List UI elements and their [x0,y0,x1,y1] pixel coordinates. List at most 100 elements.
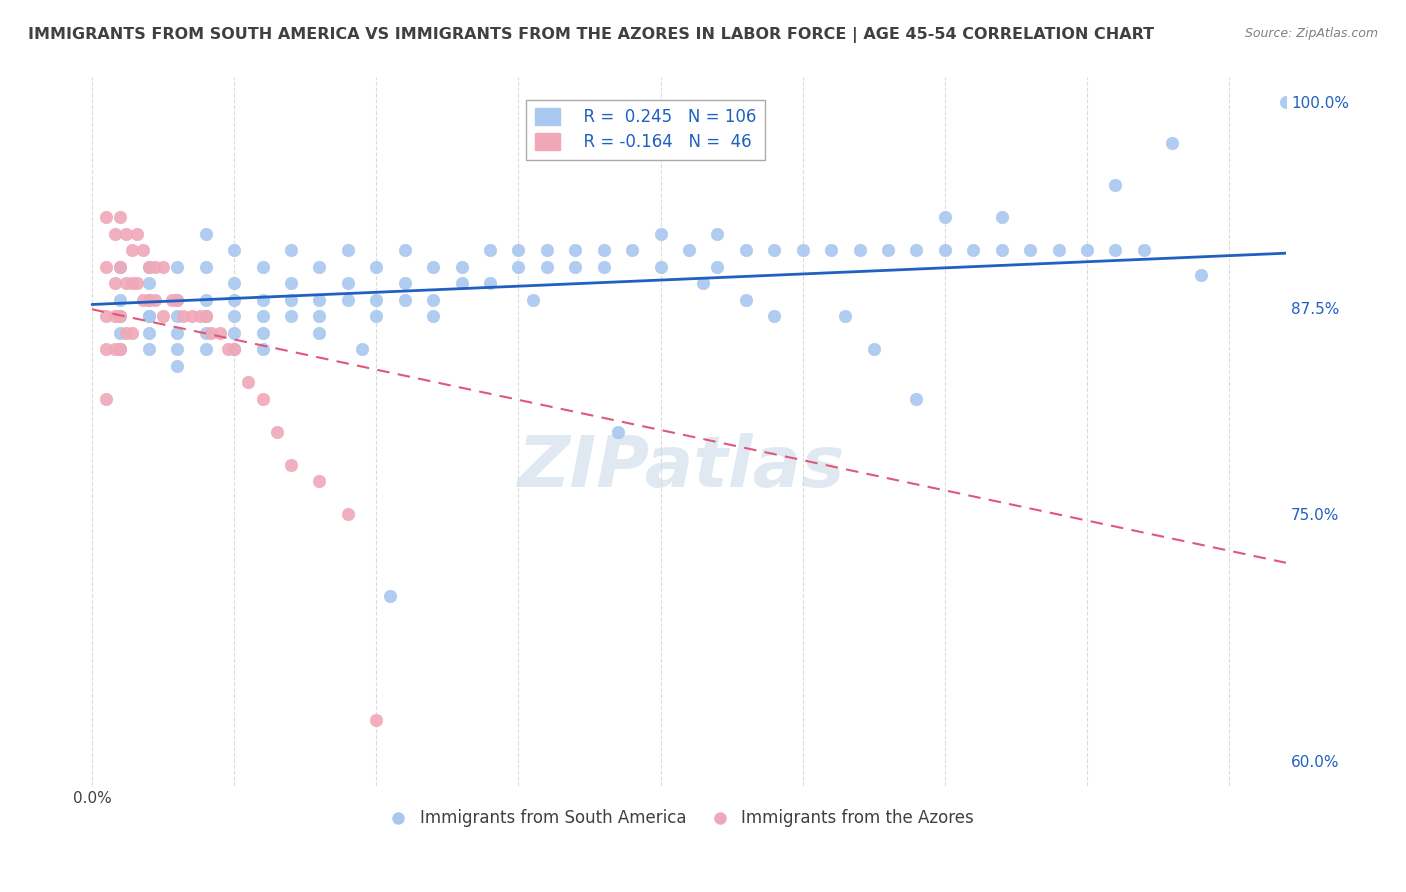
Point [166,326,188,340]
Point [160,293,183,307]
Point [172,310,194,324]
Point [1275,95,1298,110]
Point [650,260,672,274]
Point [508,260,530,274]
Point [121,244,143,258]
Point [308,474,330,488]
Point [1019,244,1042,258]
Point [706,260,728,274]
Point [280,277,302,291]
Point [848,244,870,258]
Point [110,260,132,274]
Point [110,343,132,357]
Point [224,310,246,324]
Point [143,293,166,307]
Point [692,277,714,291]
Point [110,260,132,274]
Point [138,260,160,274]
Point [194,293,217,307]
Point [592,260,614,274]
Point [166,310,188,324]
Point [366,293,388,307]
Text: IMMIGRANTS FROM SOUTH AMERICA VS IMMIGRANTS FROM THE AZORES IN LABOR FORCE | AGE: IMMIGRANTS FROM SOUTH AMERICA VS IMMIGRA… [28,27,1154,43]
Point [194,310,217,324]
Point [152,310,174,324]
Point [138,326,160,340]
Point [104,310,127,324]
Point [706,227,728,241]
Point [336,507,359,521]
Point [606,425,628,439]
Point [252,260,274,274]
Point [194,326,217,340]
Legend: Immigrants from South America, Immigrants from the Azores: Immigrants from South America, Immigrant… [382,803,980,834]
Point [308,293,330,307]
Point [266,425,288,439]
Point [194,260,217,274]
Point [224,293,246,307]
Point [127,277,149,291]
Point [121,277,143,291]
Point [252,326,274,340]
Point [763,244,786,258]
Point [1133,244,1156,258]
Point [536,244,558,258]
Point [422,260,444,274]
Point [862,343,884,357]
Point [536,260,558,274]
Point [763,310,786,324]
Point [366,260,388,274]
Point [280,244,302,258]
Point [115,326,138,340]
Point [308,260,330,274]
Point [422,310,444,324]
Point [224,244,246,258]
Point [143,260,166,274]
Point [336,244,359,258]
Point [166,359,188,373]
Point [96,392,118,406]
Point [366,310,388,324]
Point [592,244,614,258]
Point [132,244,155,258]
Point [104,343,127,357]
Point [194,310,217,324]
Point [96,260,118,274]
Point [115,227,138,241]
Point [252,343,274,357]
Point [104,277,127,291]
Point [180,310,202,324]
Point [138,260,160,274]
Point [224,343,246,357]
Point [422,293,444,307]
Point [734,244,756,258]
Point [905,392,928,406]
Point [905,244,928,258]
Point [1104,178,1126,192]
Point [621,244,644,258]
Point [224,326,246,340]
Point [110,293,132,307]
Point [678,244,700,258]
Point [96,310,118,324]
Point [252,310,274,324]
Point [200,326,222,340]
Point [208,326,231,340]
Point [734,293,756,307]
Point [138,310,160,324]
Point [564,260,586,274]
Point [224,277,246,291]
Point [280,458,302,472]
Point [308,310,330,324]
Point [110,343,132,357]
Point [1104,244,1126,258]
Point [366,713,388,727]
Point [820,244,842,258]
Point [394,277,416,291]
Point [1047,244,1070,258]
Point [138,293,160,307]
Point [479,277,502,291]
Point [121,326,143,340]
Point [336,293,359,307]
Point [990,211,1012,225]
